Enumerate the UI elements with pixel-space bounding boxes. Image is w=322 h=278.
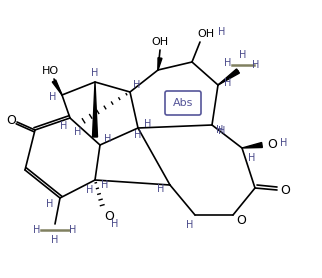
Text: O: O — [280, 183, 290, 197]
Text: H: H — [218, 27, 226, 37]
Text: H: H — [74, 127, 82, 137]
Text: H: H — [186, 220, 194, 230]
Text: H: H — [218, 126, 226, 136]
Text: H: H — [239, 50, 247, 60]
Text: H: H — [224, 58, 232, 68]
Text: H: H — [33, 225, 41, 235]
Text: H: H — [133, 80, 141, 90]
Text: H: H — [49, 92, 57, 102]
Text: H: H — [144, 119, 152, 129]
Polygon shape — [92, 82, 98, 137]
Text: H: H — [101, 180, 109, 190]
Text: H: H — [69, 225, 77, 235]
Text: H: H — [216, 125, 224, 135]
Text: Abs: Abs — [173, 98, 193, 108]
Polygon shape — [242, 143, 262, 148]
Polygon shape — [52, 80, 62, 95]
Text: H: H — [60, 121, 68, 131]
Text: H: H — [224, 78, 232, 88]
Text: H: H — [51, 235, 59, 245]
Text: H: H — [111, 219, 119, 229]
Text: O: O — [267, 138, 277, 150]
Text: OH: OH — [151, 37, 168, 47]
Polygon shape — [218, 69, 240, 85]
Text: OH: OH — [197, 29, 214, 39]
Text: H: H — [248, 153, 256, 163]
Text: H: H — [157, 184, 165, 194]
Text: H: H — [86, 185, 94, 195]
Polygon shape — [158, 58, 162, 70]
Text: H: H — [91, 68, 99, 78]
Text: H: H — [134, 130, 142, 140]
Text: H: H — [46, 199, 54, 209]
Text: H: H — [280, 138, 288, 148]
Text: O: O — [104, 210, 114, 222]
Text: O: O — [6, 113, 16, 126]
Text: HO: HO — [42, 66, 59, 76]
FancyBboxPatch shape — [165, 91, 201, 115]
Text: O: O — [236, 214, 246, 227]
Text: H: H — [252, 60, 260, 70]
Text: H: H — [104, 134, 112, 144]
